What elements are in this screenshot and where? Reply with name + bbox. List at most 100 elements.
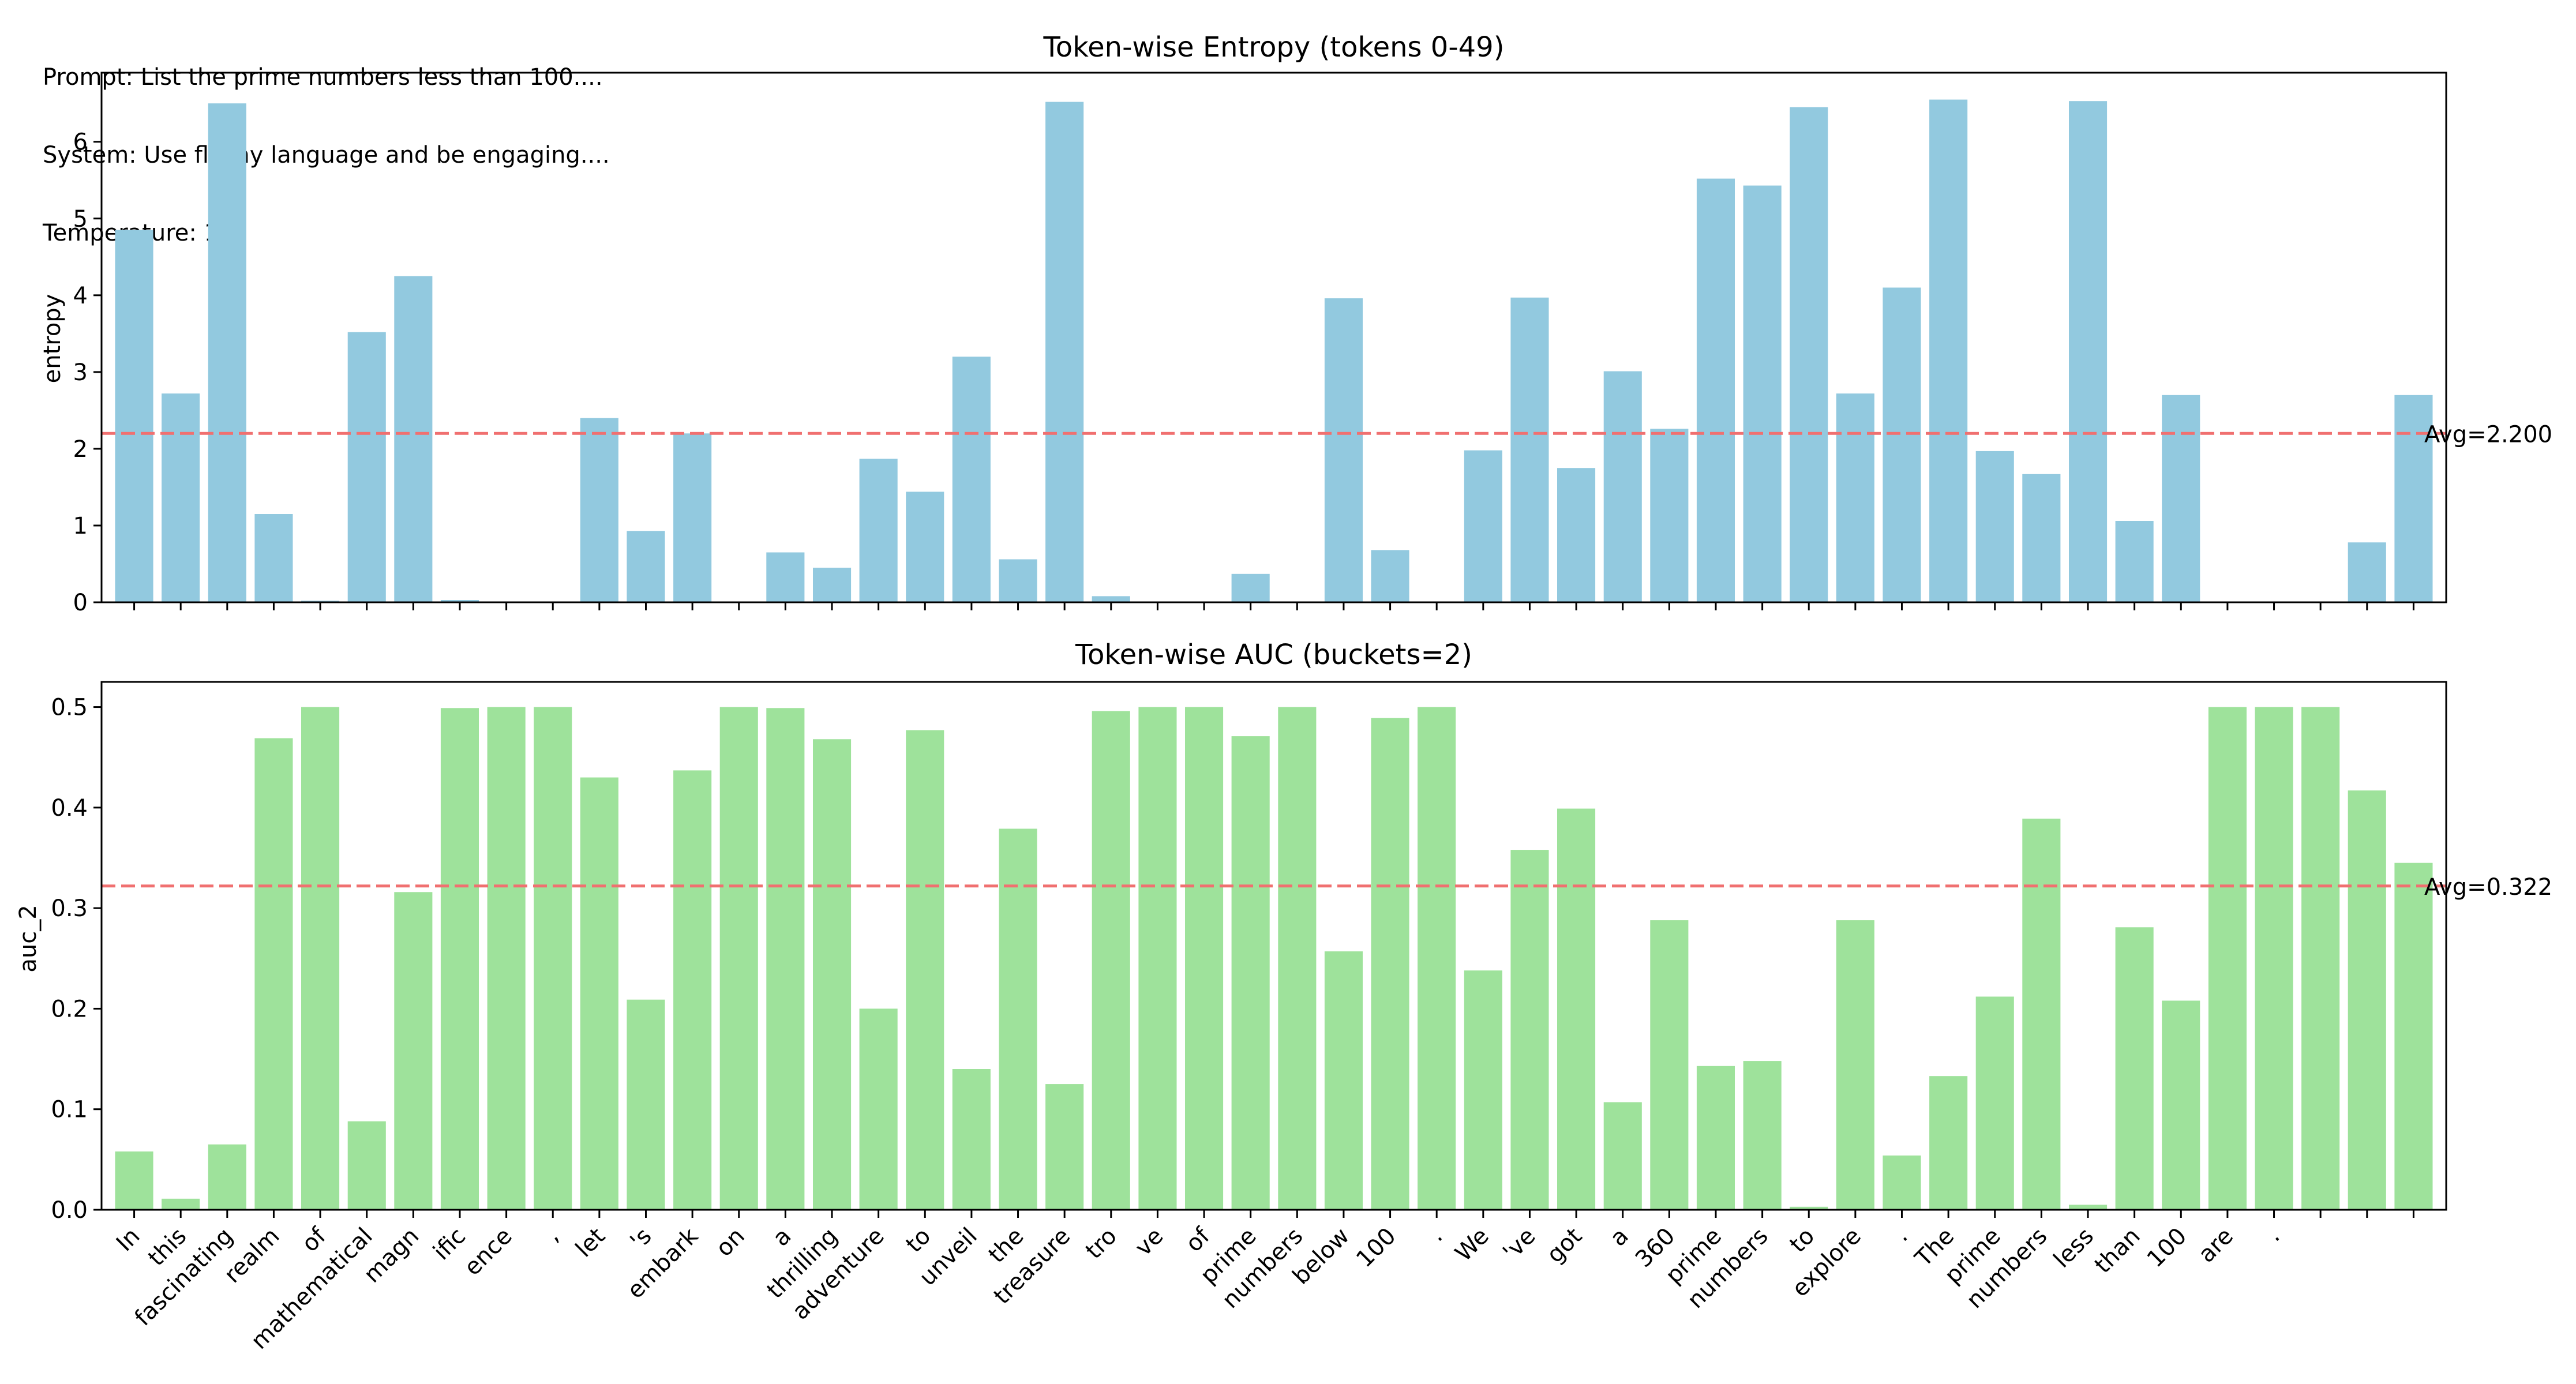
auc-bar	[115, 1151, 153, 1210]
auc-x-tick-label: .	[2261, 1223, 2285, 1247]
entropy-bar	[2394, 395, 2433, 602]
auc-x-tick-label: than	[2090, 1223, 2146, 1279]
entropy-bar	[1324, 298, 1363, 602]
entropy-y-tick-label: 6	[73, 129, 88, 156]
auc-bar	[534, 707, 572, 1210]
auc-bar	[1557, 808, 1596, 1210]
auc-average-label: Avg=0.322	[2424, 874, 2552, 901]
entropy-bar	[859, 459, 898, 602]
entropy-bar	[1650, 429, 1689, 602]
auc-bar	[2255, 707, 2293, 1210]
auc-bar	[1418, 707, 1456, 1210]
prompt-text: Prompt: List the prime numbers less than…	[43, 64, 603, 91]
entropy-x-axis	[133, 602, 2414, 610]
entropy-y-tick-label: 3	[73, 359, 88, 386]
auc-bar	[254, 738, 293, 1210]
auc-bar	[719, 707, 758, 1210]
auc-bar	[347, 1121, 386, 1210]
auc-bar	[1278, 707, 1317, 1210]
entropy-bar	[208, 103, 246, 602]
entropy-bar	[2115, 521, 2154, 602]
entropy-plot-frame	[100, 72, 2447, 603]
auc-chart: Token-wise AUC (buckets=2) auc_2 0.00.10…	[15, 639, 2552, 1355]
entropy-y-axis-label: entropy	[39, 294, 66, 384]
auc-y-tick-label: 0.1	[51, 1097, 88, 1123]
auc-x-tick-label: ve	[1130, 1223, 1169, 1262]
auc-plot-frame	[100, 681, 2447, 1211]
auc-bar	[1464, 970, 1502, 1210]
auc-x-tick-label: of	[1180, 1222, 1215, 1257]
auc-bar	[1883, 1155, 1921, 1210]
entropy-bar	[2069, 101, 2108, 602]
auc-bar	[766, 708, 805, 1210]
auc-bar	[2208, 707, 2247, 1210]
entropy-bar	[1510, 297, 1549, 602]
auc-bar	[859, 1008, 898, 1210]
auc-bar	[1929, 1076, 1968, 1210]
entropy-bar	[1464, 450, 1502, 602]
auc-x-tick-label: got	[1542, 1223, 1587, 1269]
entropy-bar	[999, 559, 1037, 602]
auc-bar	[1231, 736, 1270, 1210]
auc-bar	[1743, 1061, 1782, 1210]
entropy-bar	[1696, 178, 1735, 603]
entropy-y-tick-label: 1	[73, 513, 88, 539]
entropy-chart-title: Token-wise Entropy (tokens 0-49)	[1043, 31, 1505, 63]
auc-x-tick-label: 100	[2142, 1223, 2192, 1273]
auc-bar	[1138, 707, 1177, 1210]
auc-x-tick-label: .	[1424, 1223, 1448, 1247]
auc-bar	[2301, 707, 2340, 1210]
auc-x-tick-label: less	[2049, 1223, 2099, 1273]
entropy-bar	[1743, 185, 1782, 603]
entropy-bar	[440, 600, 479, 602]
auc-bar	[1045, 1084, 1084, 1210]
entropy-bar	[673, 433, 712, 602]
auc-bar	[440, 708, 479, 1210]
auc-x-tick-label: ence	[459, 1223, 518, 1281]
entropy-bar	[1371, 550, 1409, 602]
entropy-bar	[813, 568, 852, 602]
auc-bar	[1324, 951, 1363, 1210]
auc-bar	[1092, 711, 1130, 1210]
entropy-y-tick-label: 2	[73, 436, 88, 463]
entropy-y-tick-label: 4	[73, 283, 88, 309]
entropy-bar	[1929, 99, 1968, 603]
auc-bar	[999, 828, 1037, 1210]
entropy-bar	[1603, 371, 1642, 602]
entropy-bar	[1557, 468, 1596, 602]
auc-bar	[1185, 707, 1224, 1210]
auc-bar	[2069, 1205, 2108, 1210]
auc-bar	[1650, 920, 1689, 1210]
auc-x-tick-label: We	[1450, 1223, 1494, 1267]
auc-x-tick-label: In	[111, 1223, 145, 1257]
auc-bar	[627, 999, 665, 1210]
entropy-bar	[162, 393, 200, 602]
entropy-y-tick-label: 5	[73, 206, 88, 232]
entropy-chart: Token-wise Entropy (tokens 0-49) entropy…	[39, 31, 2552, 616]
auc-y-tick-label: 0.2	[51, 996, 88, 1022]
auc-x-tick-label: 's	[625, 1223, 657, 1255]
auc-bar	[2115, 927, 2154, 1210]
auc-chart-title: Token-wise AUC (buckets=2)	[1075, 639, 1472, 671]
auc-x-tick-label: let	[571, 1223, 610, 1263]
entropy-bar	[1231, 573, 1270, 602]
auc-bar	[162, 1198, 200, 1210]
auc-bar	[952, 1069, 991, 1210]
auc-bar	[301, 707, 340, 1210]
entropy-bar	[1975, 451, 2014, 602]
auc-bar	[1975, 996, 2014, 1210]
entropy-bar	[906, 492, 944, 602]
auc-bar	[2162, 1000, 2200, 1210]
auc-y-axis-label: auc_2	[15, 905, 42, 972]
auc-x-tick-label: ,	[540, 1223, 564, 1247]
auc-x-tick-label: .	[1889, 1223, 1913, 1247]
entropy-bar	[580, 418, 618, 602]
auc-x-tick-label: 've	[1498, 1223, 1540, 1266]
system-text: System: Use flashy language and be engag…	[43, 142, 610, 168]
auc-bar	[673, 770, 712, 1210]
auc-bar	[1510, 850, 1549, 1210]
auc-bar	[394, 892, 433, 1210]
entropy-bars	[115, 99, 2433, 603]
auc-y-tick-label: 0.3	[51, 895, 88, 922]
entropy-y-tick-label: 0	[73, 590, 88, 616]
